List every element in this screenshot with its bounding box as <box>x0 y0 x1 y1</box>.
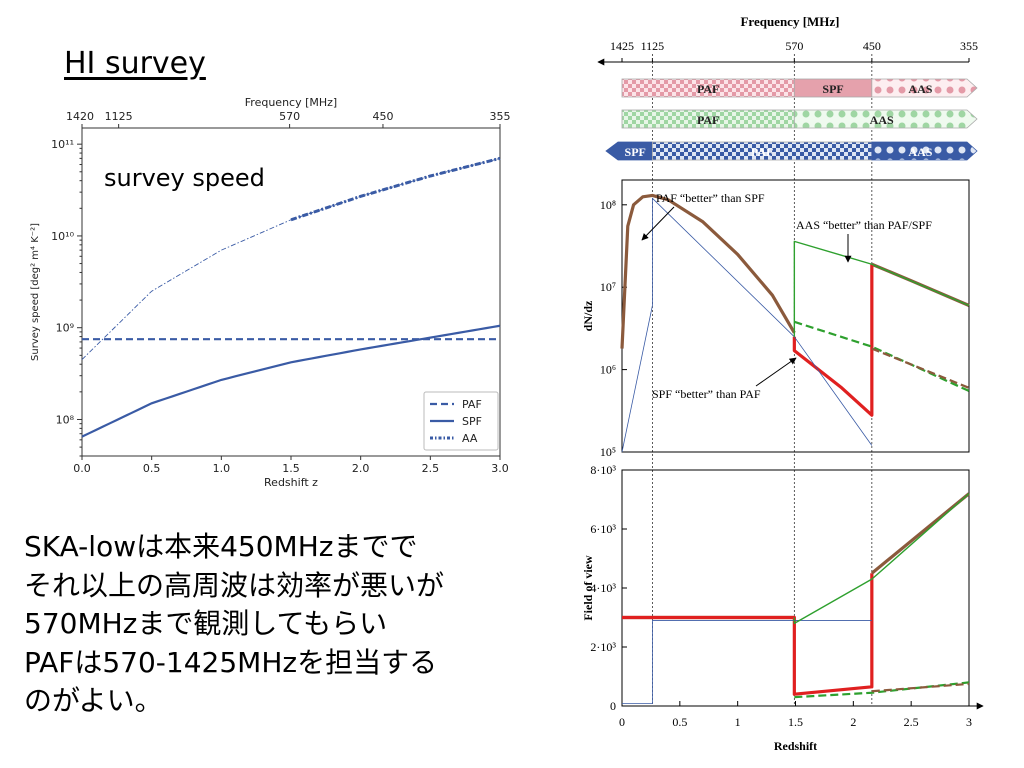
band-segment <box>871 78 978 98</box>
legend-label: SPF <box>462 415 482 428</box>
fov-y-tick-label: 0 <box>610 699 616 713</box>
band-label: AAS <box>870 113 894 127</box>
band-label: SPF <box>822 82 843 96</box>
top-tick-label: 450 <box>372 110 393 123</box>
legend-label: AA <box>462 432 478 445</box>
top-tick-label: 1420 <box>66 110 94 123</box>
band-label: PAF <box>751 145 773 159</box>
dndz-y-tick-label: 10⁸ <box>600 198 616 212</box>
x-axis-label: Redshift z <box>264 476 318 489</box>
x-tick-label: 1.5 <box>282 462 300 475</box>
annotation-arrow <box>641 206 675 241</box>
band-label: PAF <box>697 113 719 127</box>
legend-label: PAF <box>462 398 482 411</box>
annotation-aas-better: AAS “better” than PAF/SPF <box>796 218 932 232</box>
survey-speed-annotation: survey speed <box>104 164 265 192</box>
band-segment <box>605 141 653 161</box>
band-segment <box>793 109 978 129</box>
body-line: 570MHzまで観測してもらい <box>24 607 388 640</box>
series-line-red <box>622 573 874 696</box>
fov-x-tick-label: 3 <box>966 715 972 729</box>
series-line-brown <box>620 193 796 349</box>
fov-y-tick-label: 2·10³ <box>590 640 616 654</box>
fov-x-axis-label: Redshift <box>774 739 817 753</box>
series-line-brown <box>871 682 970 693</box>
band-label: SPF <box>625 145 646 159</box>
series-line-green <box>793 493 970 625</box>
annotation-arrow <box>755 357 797 387</box>
series-line-red <box>792 264 874 417</box>
fov-x-tick-label: 1.5 <box>788 715 803 729</box>
fov-x-tick-label: 2.5 <box>904 715 919 729</box>
survey-speed-chart: 0.0 0.5 1.0 1.5 2.0 2.5 3.0 Redshift z 1420 1125 5… <box>30 96 511 489</box>
y-tick-label: 10⁹ <box>56 322 74 335</box>
frequency-title: Frequency [MHz] <box>740 14 839 29</box>
series-line-brown <box>870 492 971 575</box>
frequency-tick-label: 1125 <box>641 39 665 53</box>
x-tick-label: 0.5 <box>143 462 161 475</box>
y-tick-label: 10¹¹ <box>51 138 74 151</box>
y-axis-label: Survey speed [deg² m⁴ K⁻²] <box>30 223 41 361</box>
frequency-tick-label: 355 <box>960 39 978 53</box>
series-line-blue <box>622 620 872 705</box>
body-line: それ以上の高周波は効率が悪いが <box>24 568 445 602</box>
legend-box <box>423 391 499 451</box>
dndz-y-tick-label: 10⁷ <box>600 280 616 294</box>
series-line-aa-high <box>290 156 501 222</box>
fov-y-tick-label: 4·10³ <box>590 581 616 595</box>
fov-x-tick-label: 1 <box>735 715 741 729</box>
fov-y-tick-label: 6·10³ <box>590 522 616 536</box>
top-tick-label: 355 <box>490 110 511 123</box>
frequency-tick-label: 1425 <box>610 39 634 53</box>
series-line-green <box>794 320 970 392</box>
body-line: のがよい。 <box>24 684 163 717</box>
y-tick-label: 10⁸ <box>56 413 75 426</box>
band-segment <box>871 141 978 161</box>
fov-x-tick-label: 2 <box>850 715 856 729</box>
series-line-blue <box>621 197 873 453</box>
top-tick-label: 570 <box>279 110 300 123</box>
x-tick-label: 2.0 <box>352 462 370 475</box>
body-text: SKA-lowは本来450MHzまでで それ以上の高周波は効率が悪いが 570M… <box>24 528 564 721</box>
fov-y-tick-label: 8·10³ <box>590 463 616 477</box>
dndz-y-tick-label: 10⁵ <box>600 445 616 459</box>
annotation-paf-better: PAF “better” than SPF <box>656 191 765 205</box>
dndz-y-axis-label: dN/dz <box>584 300 595 331</box>
fov-y-axis-label: Field of view <box>584 555 595 621</box>
band-label: PAF <box>697 82 719 96</box>
fov-x-tick-label: 0 <box>619 715 625 729</box>
y-tick-label: 10¹⁰ <box>51 230 74 243</box>
series-line-brown <box>871 347 970 389</box>
top-tick-label: 1125 <box>105 110 133 123</box>
body-line: SKA-lowは本来450MHzまでで <box>24 530 418 563</box>
annotation-spf-better: SPF “better” than PAF <box>652 387 761 401</box>
band-label: AAS <box>908 82 932 96</box>
fov-x-tick-label: 0.5 <box>672 715 687 729</box>
body-line: PAFは570-1425MHzを担当する <box>24 645 438 679</box>
slide-title: HI survey <box>64 46 206 81</box>
series-line-green <box>793 240 970 337</box>
top-axis-label: Frequency [MHz] <box>245 96 337 109</box>
x-tick-label: 2.5 <box>422 462 440 475</box>
x-tick-label: 1.0 <box>213 462 231 475</box>
x-tick-label: 3.0 <box>491 462 509 475</box>
dndz-y-tick-label: 10⁶ <box>600 363 616 377</box>
series-line-spf <box>81 324 501 438</box>
frequency-tick-label: 570 <box>785 39 803 53</box>
dndz-fov-figure: Frequency [MHz] 1425 1125 570 450 355 PAF SPF AA… <box>584 14 984 753</box>
series-line-green <box>794 681 970 699</box>
frequency-tick-label: 450 <box>863 39 881 53</box>
x-tick-label: 0.0 <box>73 462 91 475</box>
band-label: AAS <box>908 145 932 159</box>
